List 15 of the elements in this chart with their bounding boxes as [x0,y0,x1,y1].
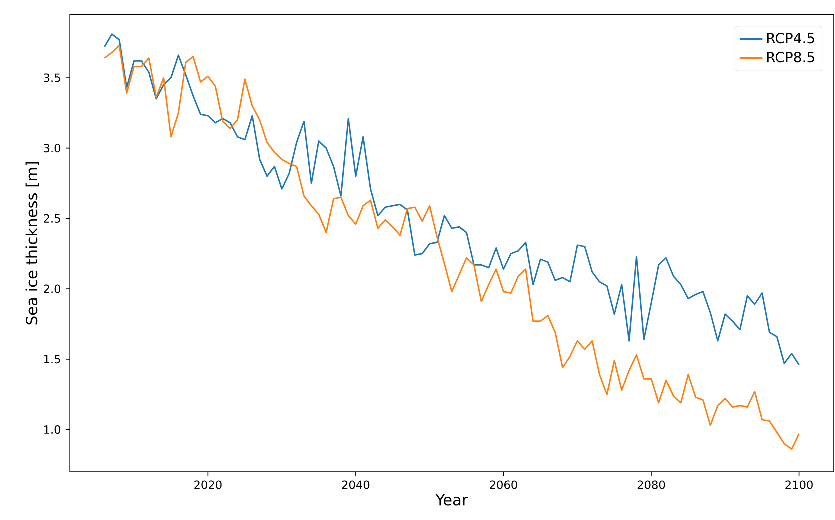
x-tick-label: 2100 [786,480,813,490]
y-tick-label: 2.5 [44,214,60,223]
legend-label: RCP8.5 [767,52,814,63]
x-tick-label: 2060 [490,480,518,490]
x-tick-label: 2080 [638,480,666,490]
x-axis-title: Year [436,494,468,506]
y-tick-label: 2.0 [44,284,61,294]
y-tick-label: 3.5 [44,74,60,82]
x-tick-label: 2040 [342,480,370,490]
x-tick-label: 2020 [194,480,222,490]
y-tick-label: 1.0 [44,425,61,434]
y-tick-label: 1.5 [44,355,60,364]
y-tick-label: 3.0 [44,144,61,153]
legend-label: RCP4.5 [767,33,814,44]
y-axis-title: Sea ice thickness [m] [26,162,40,325]
